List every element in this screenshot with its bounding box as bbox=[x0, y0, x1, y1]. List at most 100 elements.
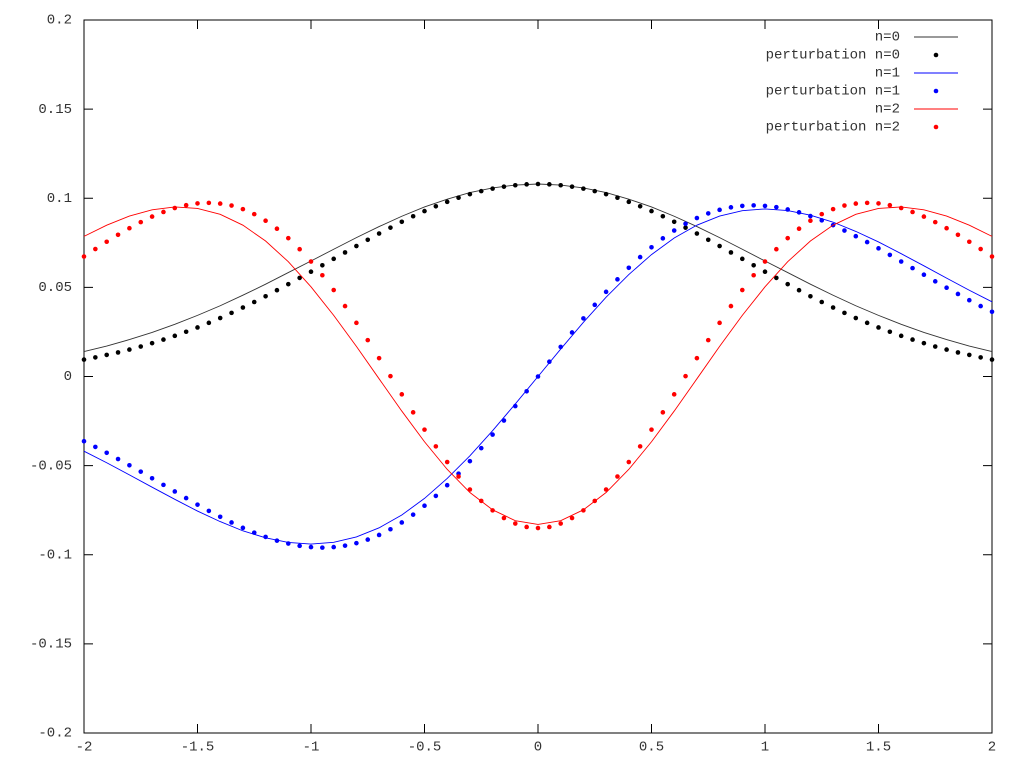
data-point bbox=[138, 219, 144, 225]
data-point bbox=[944, 285, 949, 291]
data-point bbox=[910, 337, 915, 342]
data-point bbox=[592, 498, 598, 504]
data-point bbox=[558, 344, 563, 350]
data-point bbox=[320, 272, 325, 278]
data-point bbox=[842, 310, 847, 316]
data-point bbox=[910, 209, 915, 215]
data-point bbox=[967, 239, 972, 245]
data-point bbox=[921, 214, 927, 219]
data-point bbox=[478, 498, 484, 504]
data-point bbox=[251, 211, 257, 217]
data-point bbox=[819, 299, 825, 305]
data-point bbox=[104, 450, 109, 456]
x-tick-label: 1.5 bbox=[866, 740, 891, 756]
data-point bbox=[774, 275, 779, 281]
x-tick-label: 1 bbox=[761, 740, 769, 756]
data-point bbox=[808, 213, 813, 219]
data-point bbox=[603, 289, 609, 295]
data-point bbox=[229, 203, 234, 208]
legend-label: perturbation n=0 bbox=[766, 48, 900, 64]
data-point bbox=[569, 330, 575, 335]
data-point bbox=[853, 201, 859, 206]
legend-label: n=0 bbox=[875, 30, 900, 46]
data-point bbox=[127, 225, 132, 231]
data-point bbox=[513, 403, 518, 409]
x-tick-label: -0.5 bbox=[408, 740, 442, 756]
data-point bbox=[308, 269, 314, 274]
data-point bbox=[161, 482, 166, 488]
data-point bbox=[456, 195, 461, 201]
data-point bbox=[422, 427, 427, 432]
data-point bbox=[967, 297, 972, 303]
data-point bbox=[740, 256, 745, 262]
data-point bbox=[127, 462, 132, 468]
data-point bbox=[842, 228, 847, 233]
data-point bbox=[251, 299, 257, 305]
data-point bbox=[297, 246, 302, 252]
data-point bbox=[444, 482, 450, 488]
data-point bbox=[410, 512, 416, 517]
data-point bbox=[478, 188, 484, 194]
data-point bbox=[819, 211, 825, 217]
data-point bbox=[898, 259, 904, 264]
data-point bbox=[149, 340, 155, 346]
data-point bbox=[104, 239, 109, 245]
x-tick-label: -1 bbox=[303, 740, 320, 756]
data-point bbox=[183, 329, 189, 335]
data-point bbox=[830, 206, 836, 212]
data-point bbox=[365, 537, 371, 542]
data-point bbox=[637, 444, 643, 449]
data-point bbox=[898, 333, 904, 339]
data-point bbox=[671, 219, 677, 225]
data-point bbox=[501, 515, 507, 521]
data-point bbox=[751, 262, 756, 268]
data-point bbox=[81, 254, 87, 259]
data-point bbox=[989, 309, 995, 315]
data-point bbox=[626, 265, 632, 271]
data-point bbox=[365, 337, 371, 343]
data-point bbox=[796, 287, 802, 293]
data-point bbox=[388, 526, 393, 532]
data-point bbox=[887, 252, 893, 258]
data-point bbox=[637, 203, 643, 209]
data-point bbox=[876, 325, 881, 330]
data-point bbox=[524, 388, 529, 394]
data-point bbox=[944, 225, 949, 231]
data-point bbox=[217, 315, 223, 321]
data-point bbox=[478, 445, 484, 451]
data-point bbox=[717, 243, 722, 249]
data-point bbox=[932, 344, 938, 349]
y-tick-label: 0 bbox=[64, 369, 72, 385]
data-point bbox=[195, 201, 200, 206]
data-point bbox=[876, 201, 881, 206]
data-point bbox=[671, 392, 677, 397]
data-point bbox=[932, 219, 938, 225]
data-point bbox=[183, 202, 189, 208]
data-point bbox=[955, 350, 961, 355]
data-point bbox=[410, 213, 416, 219]
data-point bbox=[115, 350, 121, 355]
data-point bbox=[864, 200, 870, 206]
data-point bbox=[308, 259, 314, 264]
data-point bbox=[671, 228, 677, 233]
data-point bbox=[229, 310, 234, 316]
legend-label: n=2 bbox=[875, 102, 900, 118]
data-point bbox=[932, 279, 938, 284]
data-point bbox=[297, 543, 302, 549]
x-tick-label: 0 bbox=[534, 740, 542, 756]
data-point bbox=[603, 487, 609, 492]
data-point bbox=[127, 347, 132, 352]
data-point bbox=[944, 347, 949, 352]
data-point bbox=[876, 246, 881, 251]
data-point bbox=[467, 487, 473, 492]
data-point bbox=[320, 545, 325, 550]
y-tick-label: 0.15 bbox=[38, 102, 72, 118]
data-point bbox=[195, 502, 200, 507]
data-point bbox=[206, 320, 212, 326]
data-point bbox=[705, 237, 711, 243]
data-point bbox=[842, 203, 847, 208]
data-point bbox=[978, 303, 983, 309]
data-point bbox=[808, 218, 813, 224]
data-point bbox=[513, 182, 518, 188]
data-point bbox=[433, 493, 439, 499]
